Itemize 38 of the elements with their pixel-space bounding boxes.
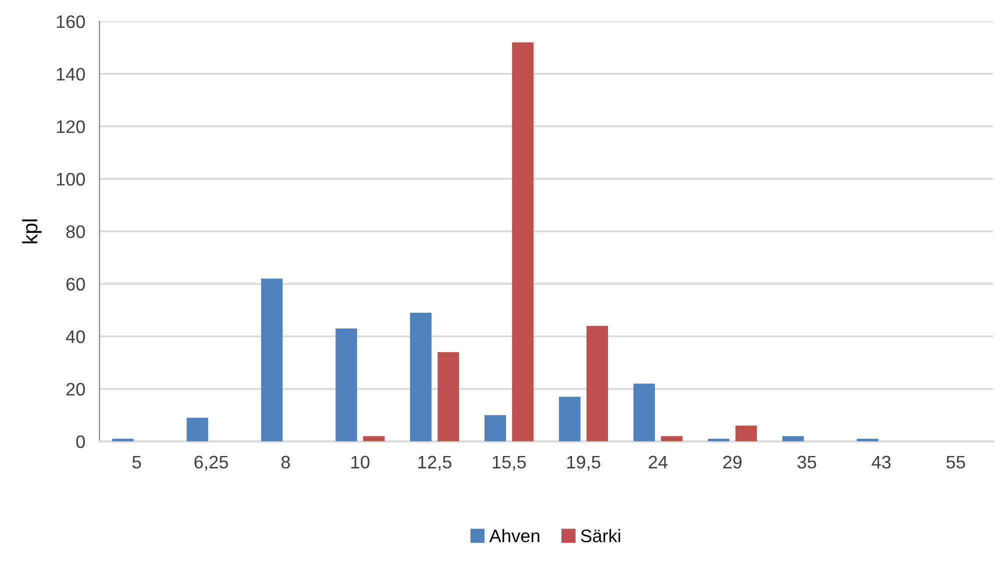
x-tick-label: 29	[723, 456, 742, 469]
legend-label: Särki	[580, 529, 620, 542]
bar	[558, 396, 580, 442]
bar	[410, 312, 432, 442]
bar	[512, 42, 534, 442]
x-tick-label: 19,5	[567, 456, 600, 471]
y-tick-label: 120	[56, 120, 85, 134]
bar	[186, 418, 208, 442]
x-tick-label: 43	[872, 456, 891, 469]
bar	[735, 426, 757, 442]
bar	[633, 384, 655, 442]
x-tick-label: 6,25	[194, 456, 228, 471]
y-tick-label: 140	[56, 68, 85, 81]
bar	[586, 326, 608, 442]
y-tick-label: 20	[66, 382, 85, 396]
x-tick-label: 10	[351, 456, 370, 469]
bar	[782, 436, 804, 442]
bar	[438, 352, 460, 442]
bar	[363, 436, 385, 442]
bar	[261, 278, 283, 442]
y-tick-label: 160	[56, 15, 85, 28]
y-tick-label: 0	[76, 435, 85, 448]
x-tick-label: 24	[648, 456, 668, 468]
y-tick-label: 100	[56, 172, 85, 186]
x-tick-label: 8	[281, 456, 290, 469]
y-tick-label: 40	[66, 330, 85, 344]
y-tick-label: 60	[66, 278, 85, 291]
x-tick-label: 35	[798, 456, 816, 469]
x-tick-label: 55	[946, 456, 966, 469]
legend-label: Ahven	[489, 529, 540, 542]
bar	[484, 415, 506, 442]
y-tick-label: 80	[66, 225, 85, 238]
bar	[336, 328, 358, 442]
x-tick-label: 5	[132, 456, 141, 469]
bar	[660, 436, 682, 442]
x-tick-label: 12,5	[418, 456, 452, 471]
y-axis-title: kpl	[22, 219, 42, 244]
x-tick-label: 15,5	[492, 456, 526, 471]
